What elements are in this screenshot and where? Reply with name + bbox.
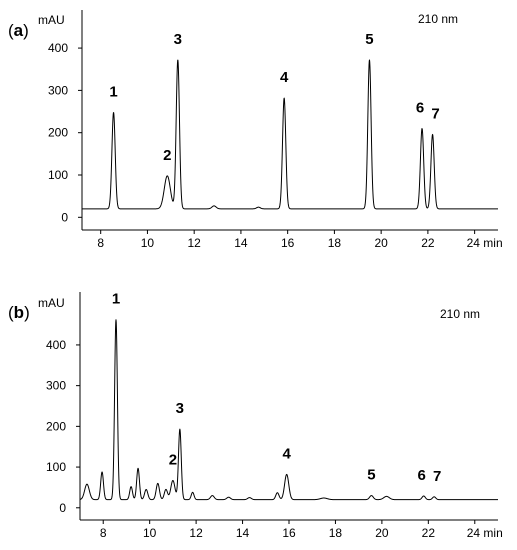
peak-label-4: 4 xyxy=(283,445,292,462)
peak-label-4: 4 xyxy=(280,69,289,86)
y-tick-label: 200 xyxy=(46,419,66,433)
y-tick-label: 0 xyxy=(59,501,66,515)
peak-label-1: 1 xyxy=(112,291,120,308)
x-tick-label: 24 min xyxy=(467,526,503,540)
peak-label-1: 1 xyxy=(109,83,117,100)
x-tick-label: 20 xyxy=(375,526,389,540)
panel-b-y-unit: mAU xyxy=(38,296,65,310)
y-tick-label: 400 xyxy=(46,338,66,352)
x-tick-label: 10 xyxy=(143,526,157,540)
peak-label-2: 2 xyxy=(163,147,171,164)
panel-b-wavelength: 210 nm xyxy=(440,307,480,321)
y-tick-label: 100 xyxy=(48,168,68,182)
x-tick-label: 22 xyxy=(422,526,436,540)
x-tick-label: 14 xyxy=(234,236,248,250)
panel-a: (a) mAU 210 nm 8 10 12 14 16 18 20 22 24 min 010… xyxy=(8,10,503,250)
peak-label-5: 5 xyxy=(367,467,375,484)
x-tick-label: 12 xyxy=(189,526,203,540)
y-tick-label: 0 xyxy=(61,210,68,224)
y-tick-label: 400 xyxy=(48,41,68,55)
peak-label-6: 6 xyxy=(418,467,426,484)
y-tick-label: 300 xyxy=(48,83,68,97)
y-tick-label: 100 xyxy=(46,460,66,474)
panel-a-wavelength: 210 nm xyxy=(418,12,458,26)
panel-b-x-ticks: 8 10 12 14 16 18 20 22 24 min xyxy=(100,520,503,540)
x-tick-label: 20 xyxy=(374,236,388,250)
panel-a-x-ticks: 8 10 12 14 16 18 20 22 24 min xyxy=(97,230,503,250)
x-tick-label: 12 xyxy=(188,236,202,250)
x-tick-label: 10 xyxy=(141,236,155,250)
x-tick-label: 18 xyxy=(329,526,343,540)
panel-a-y-ticks: 0 100 200 300 400 xyxy=(48,41,82,224)
x-tick-label: 22 xyxy=(421,236,435,250)
panel-b-y-ticks: 0 100 200 300 400 xyxy=(46,338,80,515)
panel-b-label: (b) xyxy=(8,303,30,322)
panel-b-trace xyxy=(79,319,499,501)
x-tick-label: 16 xyxy=(281,236,295,250)
panel-a-y-unit: mAU xyxy=(38,13,65,27)
panel-a-label: (a) xyxy=(8,21,29,40)
peak-label-3: 3 xyxy=(174,31,182,48)
peak-label-7: 7 xyxy=(431,105,439,122)
x-tick-label: 8 xyxy=(100,526,107,540)
panel-a-peak-labels: 1 2 3 4 5 6 7 xyxy=(109,31,439,164)
peak-label-7: 7 xyxy=(433,468,441,485)
panel-b-peak-labels: 1 2 3 4 5 6 7 xyxy=(112,291,441,485)
peak-label-3: 3 xyxy=(176,400,184,417)
x-tick-label: 14 xyxy=(236,526,250,540)
panel-a-trace xyxy=(81,59,499,210)
panel-b: (b) mAU 210 nm 8 10 12 14 16 18 20 22 24 min 010… xyxy=(8,291,503,540)
x-tick-label: 8 xyxy=(97,236,104,250)
peak-label-2: 2 xyxy=(169,452,177,469)
y-tick-label: 300 xyxy=(46,379,66,393)
peak-label-5: 5 xyxy=(365,31,373,48)
x-tick-label: 16 xyxy=(282,526,296,540)
x-tick-label: 18 xyxy=(328,236,342,250)
x-tick-label: 24 min xyxy=(467,236,503,250)
peak-label-6: 6 xyxy=(416,99,424,116)
y-tick-label: 200 xyxy=(48,126,68,140)
